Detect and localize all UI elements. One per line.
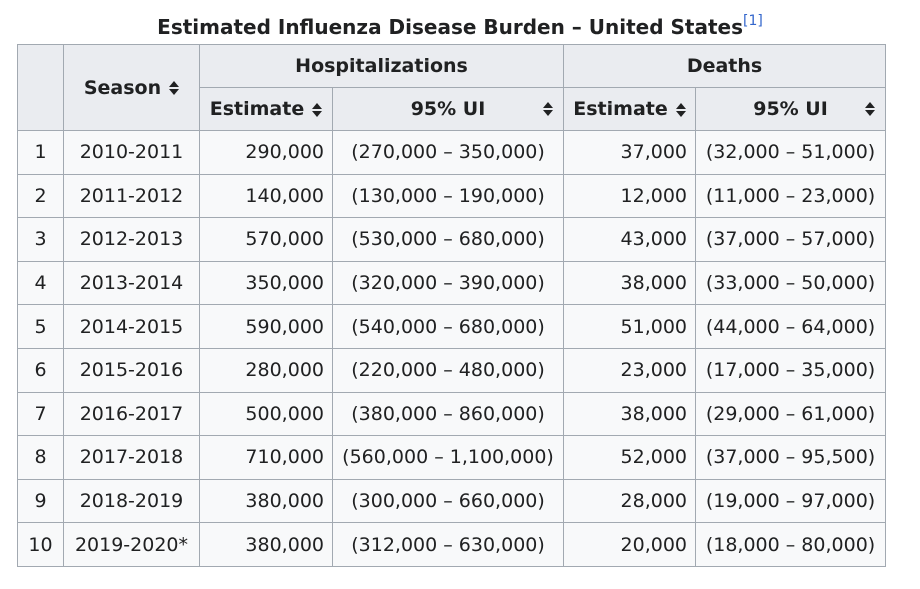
row-number: 5 — [17, 304, 64, 349]
season-cell: 2010-2011 — [63, 130, 200, 175]
hosp-ui-cell: (312,000 – 630,000) — [331, 522, 565, 567]
sort-icon[interactable] — [543, 102, 554, 116]
hosp-ui-cell: (530,000 – 680,000) — [331, 217, 565, 262]
hosp-estimate-cell: 380,000 — [199, 522, 333, 567]
death-ui-cell: (33,000 – 50,000) — [695, 260, 887, 306]
table-row: 1 2010-2011 290,000 (270,000 – 350,000) … — [17, 130, 887, 175]
hosp-ui-header[interactable]: 95% UI — [331, 87, 565, 131]
hosp-ui-cell: (560,000 – 1,100,000) — [331, 435, 565, 480]
season-cell: 2015-2016 — [63, 347, 200, 393]
death-ui-cell: (29,000 – 61,000) — [695, 391, 887, 437]
hosp-estimate-cell: 280,000 — [199, 347, 333, 393]
row-number: 9 — [17, 478, 64, 524]
table-row: 5 2014-2015 590,000 (540,000 – 680,000) … — [17, 304, 887, 349]
death-ui-cell: (19,000 – 97,000) — [695, 478, 887, 524]
table-row: 2 2011-2012 140,000 (130,000 – 190,000) … — [17, 173, 887, 219]
hosp-ui-cell: (270,000 – 350,000) — [331, 130, 565, 175]
influenza-burden-table: Season Hospitalizations Deaths Estimate … — [17, 44, 887, 567]
death-estimate-header[interactable]: Estimate — [563, 87, 697, 131]
sort-icon[interactable] — [169, 81, 180, 95]
table-row: 10 2019-2020* 380,000 (312,000 – 630,000… — [17, 522, 887, 567]
hosp-estimate-cell: 710,000 — [199, 435, 333, 480]
death-estimate-cell: 20,000 — [563, 522, 697, 567]
hosp-ui-label: 95% UI — [410, 98, 486, 120]
row-number: 3 — [17, 217, 64, 262]
death-estimate-cell: 51,000 — [563, 304, 697, 349]
row-number-header — [17, 44, 64, 131]
sort-icon[interactable] — [675, 102, 686, 117]
death-estimate-cell: 12,000 — [563, 173, 697, 219]
death-ui-cell: (32,000 – 51,000) — [695, 130, 887, 175]
season-cell: 2013-2014 — [63, 260, 200, 306]
death-ui-cell: (44,000 – 64,000) — [695, 304, 887, 349]
table-row: 9 2018-2019 380,000 (300,000 – 660,000) … — [17, 478, 887, 524]
hosp-estimate-cell: 350,000 — [199, 260, 333, 306]
deaths-header: Deaths — [563, 44, 887, 88]
death-estimate-cell: 43,000 — [563, 217, 697, 262]
hosp-estimate-header[interactable]: Estimate — [199, 87, 333, 131]
season-cell: 2011-2012 — [63, 173, 200, 219]
row-number: 6 — [17, 347, 64, 393]
header-row-columns: Estimate 95% UI Estimate 95% UI — [18, 87, 887, 131]
death-estimate-cell: 38,000 — [563, 391, 697, 437]
table-row: 7 2016-2017 500,000 (380,000 – 860,000) … — [17, 391, 887, 437]
season-cell: 2014-2015 — [63, 304, 200, 349]
hosp-ui-cell: (300,000 – 660,000) — [331, 478, 565, 524]
season-header-label: Season — [83, 76, 162, 99]
hosp-estimate-label: Estimate — [209, 98, 305, 120]
table-row: 8 2017-2018 710,000 (560,000 – 1,100,000… — [17, 435, 887, 480]
hosp-estimate-cell: 380,000 — [199, 478, 333, 524]
hosp-estimate-cell: 570,000 — [199, 217, 333, 262]
table-title: Estimated Influenza Disease Burden – Uni… — [157, 15, 743, 39]
season-cell: 2012-2013 — [63, 217, 200, 262]
row-number: 4 — [17, 260, 64, 306]
season-header[interactable]: Season — [63, 44, 200, 131]
death-ui-label: 95% UI — [753, 98, 828, 120]
hosp-estimate-cell: 500,000 — [199, 391, 333, 437]
death-estimate-label: Estimate — [573, 98, 668, 120]
season-cell: 2019-2020* — [63, 522, 200, 567]
header-row-group: Season Hospitalizations Deaths — [17, 44, 887, 131]
hosp-estimate-cell: 140,000 — [199, 173, 333, 219]
death-ui-cell: (17,000 – 35,000) — [695, 347, 887, 393]
hosp-ui-cell: (130,000 – 190,000) — [331, 173, 565, 219]
table-row: 3 2012-2013 570,000 (530,000 – 680,000) … — [17, 217, 887, 262]
reference-link[interactable]: [1] — [743, 13, 763, 29]
table-row: 4 2013-2014 350,000 (320,000 – 390,000) … — [17, 260, 887, 306]
sort-icon[interactable] — [312, 102, 323, 117]
hosp-ui-cell: (220,000 – 480,000) — [331, 347, 565, 393]
hosp-estimate-cell: 290,000 — [199, 130, 333, 175]
row-number: 8 — [17, 435, 64, 480]
season-cell: 2018-2019 — [63, 478, 200, 524]
hosp-ui-cell: (380,000 – 860,000) — [331, 391, 565, 437]
death-ui-cell: (37,000 – 57,000) — [695, 217, 887, 262]
table-caption: Estimated Influenza Disease Burden – Uni… — [0, 6, 920, 42]
season-cell: 2016-2017 — [63, 391, 200, 437]
death-ui-cell: (18,000 – 80,000) — [695, 522, 887, 567]
row-number: 2 — [17, 173, 64, 219]
death-ui-cell: (11,000 – 23,000) — [695, 173, 887, 219]
hosp-estimate-cell: 590,000 — [199, 304, 333, 349]
hosp-ui-cell: (540,000 – 680,000) — [331, 304, 565, 349]
death-estimate-cell: 38,000 — [563, 260, 697, 306]
death-estimate-cell: 28,000 — [563, 478, 697, 524]
death-ui-cell: (37,000 – 95,500) — [695, 435, 887, 480]
row-number: 7 — [17, 391, 64, 437]
death-estimate-cell: 23,000 — [563, 347, 697, 393]
season-cell: 2017-2018 — [63, 435, 200, 480]
hospitalizations-header: Hospitalizations — [198, 44, 565, 88]
table-row: 6 2015-2016 280,000 (220,000 – 480,000) … — [17, 347, 887, 393]
death-estimate-cell: 37,000 — [563, 130, 697, 175]
row-number: 1 — [17, 130, 64, 175]
death-estimate-cell: 52,000 — [563, 435, 697, 480]
death-ui-header[interactable]: 95% UI — [695, 87, 887, 131]
sort-icon[interactable] — [865, 102, 876, 116]
row-number: 10 — [17, 522, 64, 567]
hosp-ui-cell: (320,000 – 390,000) — [331, 260, 565, 306]
